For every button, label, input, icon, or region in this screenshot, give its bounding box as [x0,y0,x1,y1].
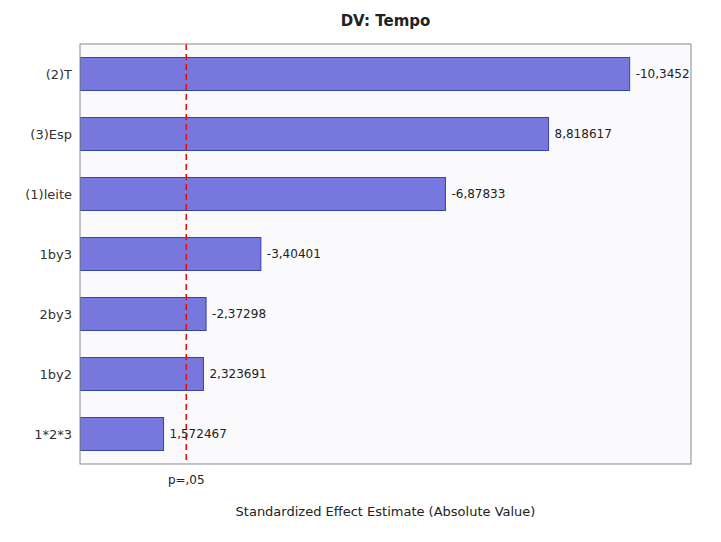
bar [80,58,630,91]
y-tick-label: 2by3 [40,307,73,322]
plot-frame [80,44,691,464]
data-label: -10,3452 [636,67,690,81]
data-label: 8,818617 [555,127,612,141]
plot-background [80,44,691,464]
data-label: 1,572467 [170,427,227,441]
y-tick-label: (3)Esp [30,127,72,142]
y-tick-label: 1by3 [40,247,73,262]
data-label: 2,323691 [209,367,266,381]
reference-line [186,44,188,464]
bar [80,358,203,391]
y-tick-label: 1by2 [40,367,73,382]
y-tick-label: 1*2*3 [34,427,72,442]
data-label: -3,40401 [267,247,321,261]
chart-container: -10,3452 8,818617 -6,87833 -3,40401 -2,37298… [0,0,721,542]
annotation-label: p=,05 [168,473,205,487]
bar [80,238,261,271]
bar [80,178,445,211]
reference-lines [186,44,187,464]
bar [80,298,206,331]
y-tick-label: (2)T [46,67,72,82]
data-label: -2,37298 [212,307,266,321]
chart-svg: -10,3452 8,818617 -6,87833 -3,40401 -2,37298… [0,0,721,542]
plot-area [80,58,630,451]
bar [80,418,164,451]
x-axis-label: Standardized Effect Estimate (Absolute V… [236,504,536,519]
chart-title: DV: Tempo [341,12,431,30]
data-label: -6,87833 [451,187,505,201]
y-tick-label: (1)leite [25,187,72,202]
bar [80,118,549,151]
